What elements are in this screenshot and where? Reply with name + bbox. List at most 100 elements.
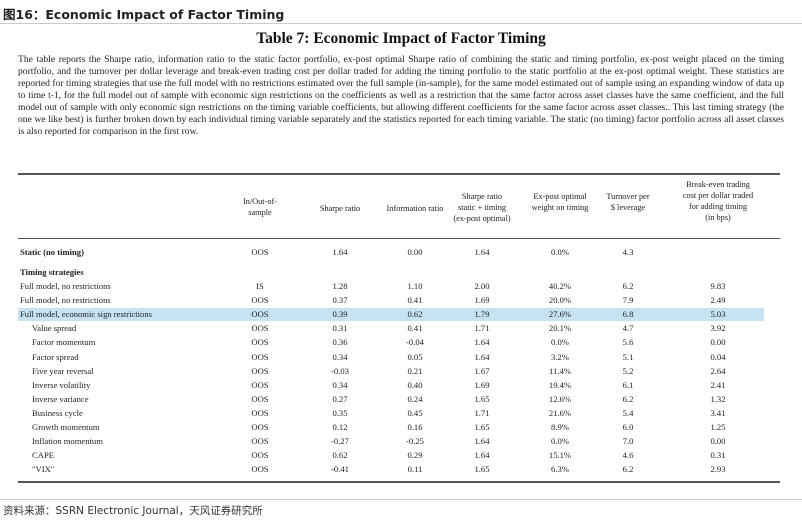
table-row-value: OOS — [251, 337, 269, 348]
table-row-value: 0.34 — [332, 351, 348, 362]
table-row-value: 7.9 — [622, 295, 634, 306]
table-row-value: 2.64 — [710, 365, 726, 376]
table-row-value: 0.29 — [407, 450, 423, 461]
table-row-value: OOS — [251, 379, 269, 390]
table-row-value: 1.65 — [474, 464, 490, 475]
footer-divider — [0, 499, 802, 500]
static-row-value: 0.0% — [551, 247, 569, 257]
table-row-value: 7.0 — [622, 436, 634, 447]
table-row-value: 0.41 — [407, 295, 423, 306]
table-row-value: 3.92 — [710, 323, 726, 334]
table-row-value: 1.10 — [407, 281, 423, 291]
static-row-value: OOS — [251, 247, 269, 257]
table-row-value: 2.41 — [710, 379, 726, 390]
table-row-value: 6.0 — [622, 422, 634, 432]
table-row-label: CAPE — [32, 450, 54, 461]
table-row-value: 0.0% — [551, 337, 569, 348]
table-row-value: 0.12 — [332, 422, 348, 432]
table-row-value: 0.45 — [407, 407, 423, 418]
table-row-value: 1.64 — [474, 436, 490, 447]
table-row-value: 12.6% — [548, 393, 572, 404]
top-rule — [18, 173, 780, 175]
table-row-label: Inverse volatility — [32, 379, 91, 390]
table-row-value: OOS — [251, 309, 269, 320]
table-title: Table 7: Economic Impact of Factor Timin… — [256, 30, 546, 47]
table-row-value: 1.28 — [332, 281, 348, 291]
table-row-value: 6.3% — [551, 464, 569, 475]
table-row-value: 6.2 — [622, 281, 634, 291]
column-header-sample: In/Out-of- sample — [242, 197, 278, 217]
static-row-label: Static (no timing) — [20, 247, 84, 257]
table-row-value: 1.69 — [474, 379, 490, 390]
table-row-label: Full model, no restrictions — [20, 295, 111, 306]
table-row-label: Full model, no restrictions — [20, 281, 111, 291]
table-row-value: 0.05 — [407, 351, 423, 362]
column-header-breakeven: Break-even trading cost per dollar trade… — [682, 180, 754, 222]
table-row-value: -0.41 — [331, 464, 349, 475]
table-row-value: OOS — [251, 422, 269, 432]
table-row-value: 1.67 — [474, 365, 490, 376]
table-row-value: 15.1% — [548, 450, 572, 461]
table-row-value: IS — [256, 281, 264, 291]
bottom-rule — [18, 481, 780, 483]
table-row-value: OOS — [251, 393, 269, 404]
table-row-value: 9.83 — [710, 281, 726, 291]
table-row-label: Growth momentum — [32, 422, 100, 432]
table-row-value: OOS — [251, 450, 269, 461]
table-row-value: OOS — [251, 407, 269, 418]
table-row-value: 27.6% — [548, 309, 572, 320]
table-row-value: 5.1 — [622, 351, 634, 362]
table-row-value: 0.37 — [332, 295, 348, 306]
table-row-value: 5.03 — [710, 309, 726, 320]
section-label: Timing strategies — [20, 267, 84, 277]
table-row-value: 4.7 — [622, 323, 634, 334]
table-row-value: 1.64 — [474, 351, 490, 362]
table-row-value: 0.24 — [407, 393, 423, 404]
table-row-label: Full model, economic sign restrictions — [20, 309, 152, 320]
table-row-value: 0.31 — [710, 450, 726, 461]
table-row-value: 1.65 — [474, 422, 490, 432]
table-row-value: OOS — [251, 295, 269, 306]
table-row-value: OOS — [251, 365, 269, 376]
table-row-value: 8.9% — [551, 422, 569, 432]
table-row-value: 0.04 — [710, 351, 726, 362]
table-row-value: 0.62 — [332, 450, 348, 461]
table-row-label: Value spread — [32, 323, 77, 334]
table-row-value: 0.41 — [407, 323, 423, 334]
table-row-label: Factor momentum — [32, 337, 96, 348]
static-row-value: 0.00 — [407, 247, 423, 257]
table-row-value: 6.2 — [622, 393, 634, 404]
table-description: The table reports the Sharpe ratio, info… — [18, 54, 784, 137]
table-row-label: "VIX" — [32, 464, 55, 475]
table-row-value: 5.6 — [622, 337, 634, 348]
table-row-value: 0.36 — [332, 337, 348, 348]
table-row-value: -0.25 — [406, 436, 424, 447]
table-row-value: 0.00 — [710, 337, 726, 348]
table-row-value: -0.04 — [406, 337, 424, 348]
table-row-value: -0.27 — [331, 436, 349, 447]
table-row-value: OOS — [251, 464, 269, 475]
table-row-value: 0.00 — [710, 436, 726, 447]
table-row-value: 3.2% — [551, 351, 569, 362]
table-row-value: 0.16 — [407, 422, 423, 432]
table-row-value: 1.79 — [474, 309, 490, 320]
table-row-value: 19.4% — [548, 379, 572, 390]
figure-label: 图16：Economic Impact of Factor Timing — [0, 0, 802, 24]
table-row-value: 4.6 — [622, 450, 634, 461]
table-row-value: 0.31 — [332, 323, 348, 334]
static-row-value: 1.64 — [332, 247, 348, 257]
table-row-value: 20.0% — [548, 295, 572, 306]
column-header-turnover: Turnover per $ leverage — [606, 192, 650, 212]
table-row-value: OOS — [251, 436, 269, 447]
table-row-value: 21.6% — [548, 407, 572, 418]
table-row-label: Factor spread — [32, 351, 79, 362]
table-row-value: 0.62 — [407, 309, 423, 320]
table-row-value: 0.11 — [407, 464, 423, 475]
column-header-sharpe: Sharpe ratio — [319, 204, 361, 213]
table-row-label: Inflation momentum — [32, 436, 103, 447]
column-header-sharpe_static: Sharpe ratio static + timing (ex-post op… — [453, 192, 511, 223]
source-note: 资料来源：SSRN Electronic Journal，天风证券研究所 — [3, 505, 263, 517]
table-row-value: 20.1% — [548, 323, 572, 334]
table-row-value: 1.32 — [710, 393, 726, 404]
table-row-value: 0.39 — [332, 309, 348, 320]
